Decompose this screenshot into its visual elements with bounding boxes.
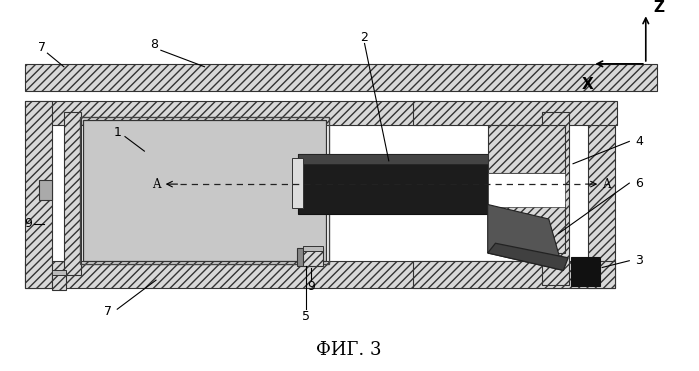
Bar	[488, 173, 565, 207]
Bar	[303, 248, 323, 266]
Bar	[83, 120, 326, 261]
Bar	[488, 125, 565, 173]
Text: A: A	[152, 178, 161, 191]
Bar	[80, 117, 329, 264]
Text: 9: 9	[24, 217, 32, 230]
Bar	[298, 154, 559, 214]
Text: X: X	[582, 78, 593, 92]
Text: ФИГ. 3: ФИГ. 3	[316, 341, 382, 359]
Bar	[38, 180, 52, 200]
Text: 8: 8	[150, 38, 158, 51]
Text: 4: 4	[635, 135, 643, 148]
Bar	[588, 101, 614, 288]
Bar	[413, 261, 614, 288]
Bar	[64, 112, 81, 275]
Bar	[298, 154, 559, 164]
Bar	[52, 272, 66, 290]
Bar	[25, 101, 428, 125]
Text: 7: 7	[103, 305, 112, 318]
Bar	[303, 246, 323, 251]
Bar	[25, 261, 563, 288]
Text: 9: 9	[308, 280, 315, 293]
Bar	[542, 112, 569, 285]
Bar	[25, 101, 52, 288]
Bar	[413, 101, 617, 125]
Bar	[296, 248, 318, 266]
Bar	[291, 158, 303, 209]
Text: A: A	[602, 178, 611, 191]
Bar	[571, 257, 600, 286]
Bar	[488, 204, 565, 253]
Text: 5: 5	[303, 311, 310, 324]
Polygon shape	[488, 243, 568, 270]
Polygon shape	[488, 204, 563, 270]
Text: Z: Z	[654, 0, 665, 15]
Bar	[25, 64, 658, 91]
Text: 6: 6	[635, 177, 643, 190]
Text: 7: 7	[38, 41, 45, 54]
Text: 3: 3	[635, 254, 643, 267]
Bar	[52, 270, 66, 275]
Text: 2: 2	[361, 31, 368, 44]
Text: 1: 1	[113, 126, 121, 139]
